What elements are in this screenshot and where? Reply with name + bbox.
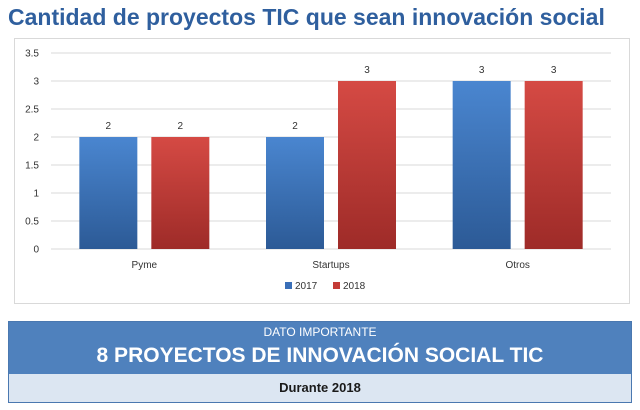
legend-label: 2018 (343, 281, 366, 292)
y-tick-label: 3 (33, 77, 39, 88)
legend-swatch-2018 (333, 282, 340, 289)
banner-label: DATO IMPORTANTE (263, 325, 377, 339)
x-category-label: Startups (312, 260, 349, 271)
y-tick-label: 1.5 (25, 161, 39, 172)
chart-area: 0 0.5 1 1.5 2 2.5 3 3.5 2 2 Pyme 2 3 Startups 3 3 Otros 2… (14, 38, 630, 304)
key-fact-banner: DATO IMPORTANTE 8 PROYECTOS DE INNOVACIÓ… (8, 321, 632, 403)
banner-header: DATO IMPORTANTE 8 PROYECTOS DE INNOVACIÓ… (9, 322, 631, 374)
bar-chart: 0 0.5 1 1.5 2 2.5 3 3.5 2 2 Pyme 2 3 Startups 3 3 Otros 2… (25, 49, 611, 292)
data-label: 3 (479, 65, 485, 76)
y-tick-label: 0 (33, 245, 39, 256)
bar-2017-startups (266, 137, 324, 249)
bar-2018-otros (524, 81, 583, 249)
y-tick-label: 3.5 (25, 49, 39, 60)
legend-label: 2017 (295, 281, 318, 292)
x-category-label: Pyme (132, 260, 158, 271)
banner-headline: 8 PROYECTOS DE INNOVACIÓN SOCIAL TIC (96, 344, 544, 367)
bar-2017-otros (452, 81, 511, 249)
chart-title: Cantidad de proyectos TIC que sean innov… (8, 4, 605, 30)
legend-swatch-2017 (285, 282, 292, 289)
bar-2018-pyme (151, 137, 210, 249)
y-tick-label: 0.5 (25, 217, 39, 228)
data-label: 2 (178, 121, 184, 132)
bar-2018-startups (338, 81, 396, 249)
bar-2017-pyme (79, 137, 138, 249)
data-label: 2 (292, 121, 298, 132)
y-tick-label: 2 (33, 133, 39, 144)
y-tick-label: 2.5 (25, 105, 39, 116)
data-label: 3 (551, 65, 557, 76)
data-label: 2 (106, 121, 112, 132)
banner-footer: Durante 2018 (279, 380, 361, 395)
y-tick-label: 1 (33, 189, 39, 200)
x-category-label: Otros (505, 260, 529, 271)
data-label: 3 (364, 65, 370, 76)
